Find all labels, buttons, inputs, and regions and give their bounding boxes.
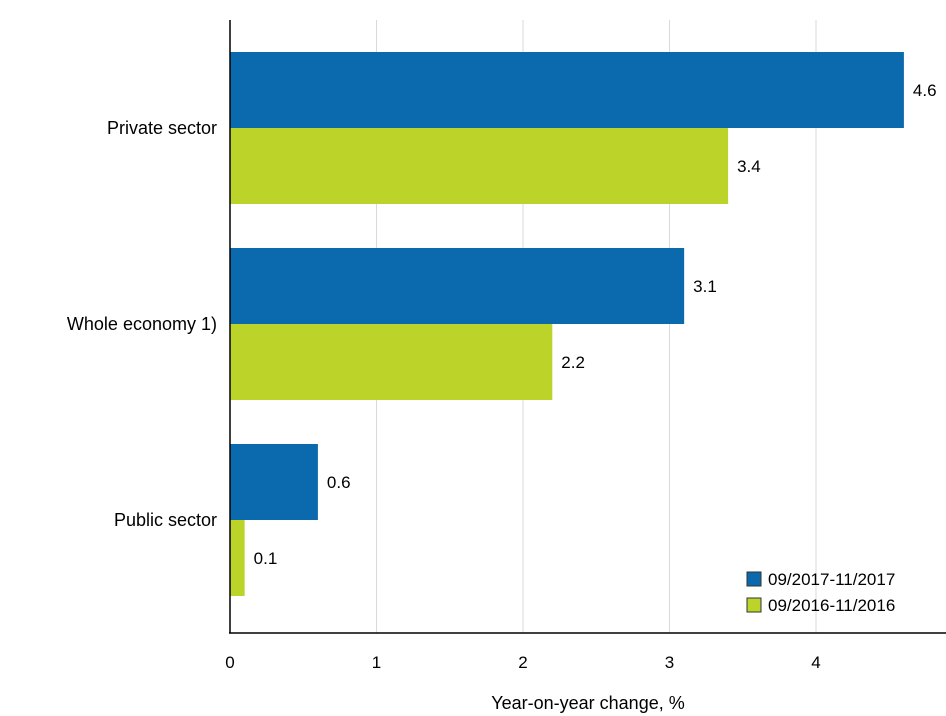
category-label: Public sector: [114, 510, 217, 530]
data-label: 3.1: [693, 277, 717, 296]
data-label: 0.6: [327, 473, 351, 492]
data-label: 2.2: [561, 353, 585, 372]
bar: [230, 324, 553, 400]
category-labels: Private sector Whole economy 1) Public sec…: [67, 118, 217, 530]
bar: [230, 52, 904, 128]
x-tick-labels: 0 1 2 3 4: [225, 653, 820, 672]
data-labels: 4.6 3.4 3.1 2.2 0.6 0.1: [254, 81, 937, 568]
bar: [230, 520, 245, 596]
bar: [230, 128, 729, 204]
x-tick-label: 2: [518, 653, 527, 672]
x-tick-label: 4: [811, 653, 820, 672]
category-label: Private sector: [107, 118, 217, 138]
bar: [230, 248, 685, 324]
data-label: 4.6: [913, 81, 937, 100]
legend: 09/2017-11/2017 09/2016-11/2016: [746, 570, 895, 615]
bar: [230, 444, 318, 520]
x-tick-label: 1: [372, 653, 381, 672]
data-label: 0.1: [254, 549, 278, 568]
bars: [230, 52, 904, 596]
x-tick-label: 0: [225, 653, 234, 672]
legend-label: 09/2017-11/2017: [768, 570, 895, 589]
legend-swatch: [746, 571, 762, 587]
data-label: 3.4: [737, 157, 761, 176]
x-axis-title: Year-on-year change, %: [491, 693, 684, 713]
x-tick-label: 3: [665, 653, 674, 672]
category-label: Whole economy 1): [67, 314, 217, 334]
legend-label: 09/2016-11/2016: [768, 596, 895, 615]
legend-swatch: [746, 597, 762, 613]
